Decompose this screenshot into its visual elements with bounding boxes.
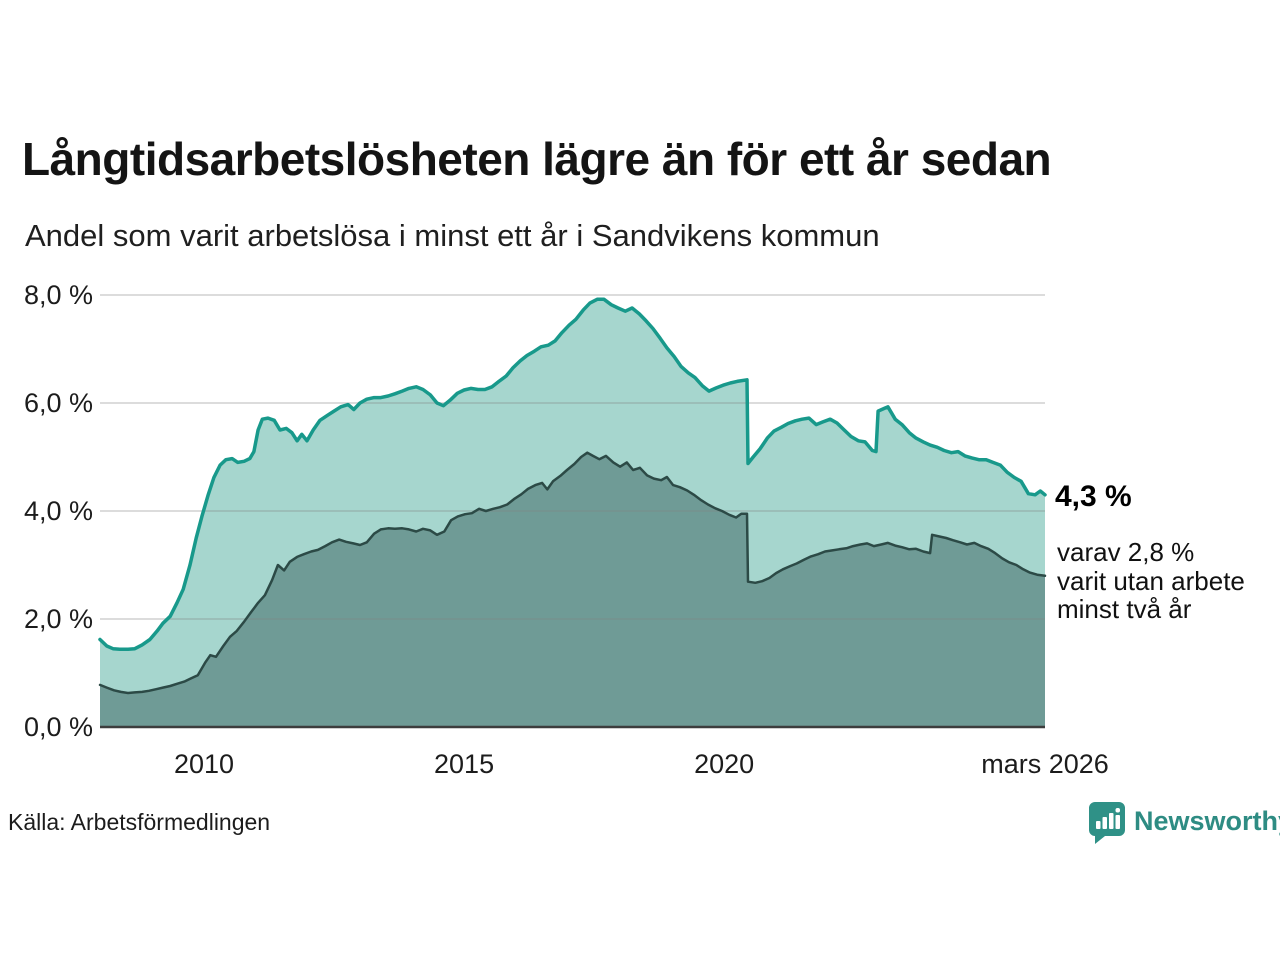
newsworthy-logo[interactable]: Newsworthy [1088,802,1280,846]
chart-subtitle: Andel som varit arbetslösa i minst ett å… [25,218,880,253]
y-axis-tick-label: 4,0 % [24,496,93,526]
two-year-annotation: varav 2,8 % varit utan arbete minst två … [1057,538,1245,624]
annotation-line-2: varit utan arbete [1057,565,1245,596]
source-credit: Källa: Arbetsförmedlingen [8,809,271,835]
newsworthy-wordmark: Newsworthy [1134,806,1280,836]
x-axis-tick-label: 2015 [434,749,494,779]
y-axis-tick-label: 8,0 % [24,280,93,310]
y-axis-tick-label: 0,0 % [24,712,93,742]
y-axis-tick-label: 6,0 % [24,388,93,418]
page-title: Långtidsarbetslösheten lägre än för ett … [22,133,1052,185]
x-axis-tick-label: mars 2026 [981,749,1109,779]
chart-canvas: 8,0 % 6,0 % 4,0 % 2,0 % 0,0 % 2010 2015 2020 mar… [24,280,1109,779]
newsworthy-speech-bubble-bar-chart-icon [1088,802,1125,851]
x-axis-tick-label: 2010 [174,749,234,779]
y-axis-tick-label: 2,0 % [24,604,93,634]
annotation-line-1: varav 2,8 % [1057,537,1195,567]
latest-value-label: 4,3 % [1055,480,1132,513]
annotation-line-3: minst två år [1057,594,1192,624]
x-axis-tick-label: 2020 [694,749,754,779]
unemployment-area-chart: 8,0 % 6,0 % 4,0 % 2,0 % 0,0 % 2010 2015 2020 mar… [0,270,1280,790]
